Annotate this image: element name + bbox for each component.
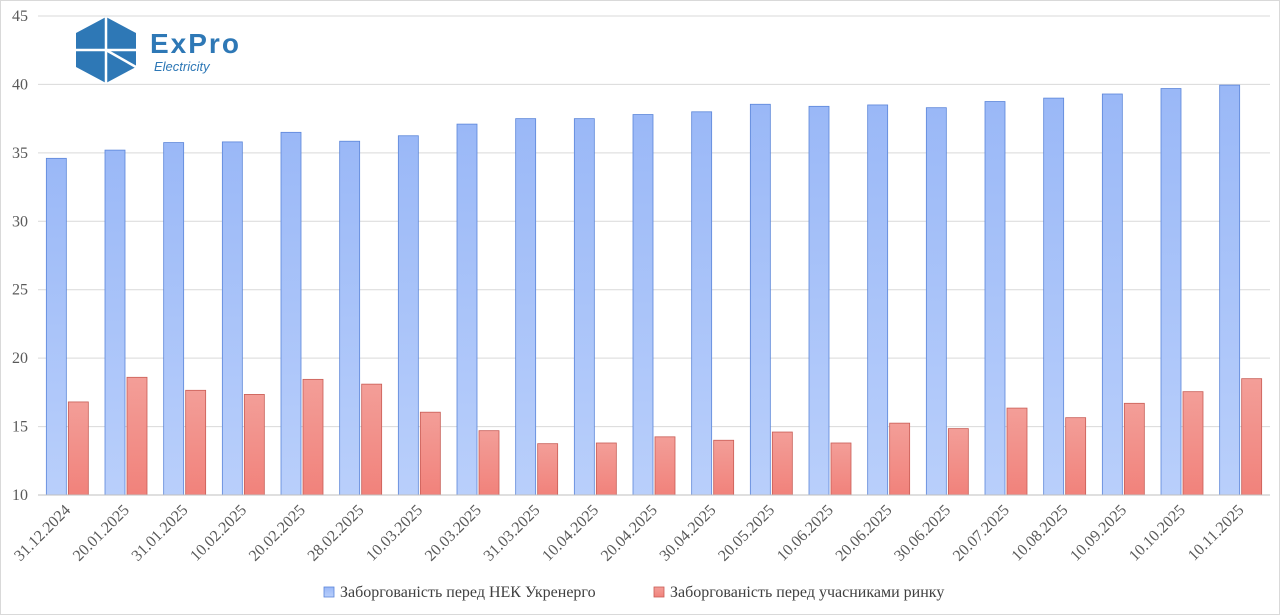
bar-market bbox=[889, 422, 911, 496]
bar-market bbox=[67, 401, 89, 496]
bar-ukrenergo bbox=[104, 149, 126, 496]
logo-cube-icon bbox=[76, 17, 137, 83]
bar-ukrenergo bbox=[515, 118, 537, 496]
legend-label-ukrenergo: Заборгованість перед НЕК Укренерго bbox=[340, 584, 596, 601]
bar-ukrenergo bbox=[749, 103, 771, 496]
legend-swatch-ukrenergo bbox=[323, 586, 335, 598]
bar-market bbox=[1123, 402, 1145, 496]
bar-ukrenergo bbox=[45, 157, 67, 496]
legend: Заборгованість перед НЕК Укренерго Заборг… bbox=[323, 584, 944, 601]
bar-market bbox=[537, 443, 559, 496]
bar-ukrenergo bbox=[573, 118, 595, 496]
y-tick-label: 15 bbox=[12, 419, 28, 436]
y-tick-label: 25 bbox=[12, 282, 28, 299]
y-tick-label: 35 bbox=[12, 145, 28, 162]
bar-ukrenergo bbox=[925, 107, 947, 496]
bars bbox=[45, 84, 1263, 496]
bar-ukrenergo bbox=[691, 111, 713, 496]
y-tick-label: 30 bbox=[12, 213, 28, 230]
bar-ukrenergo bbox=[808, 105, 830, 496]
bar-ukrenergo bbox=[163, 142, 185, 496]
bar-market bbox=[595, 442, 617, 496]
bar-ukrenergo bbox=[456, 123, 478, 496]
bar-market bbox=[713, 439, 735, 496]
logo-brand: ExPro bbox=[150, 28, 241, 59]
bar-market bbox=[302, 378, 324, 496]
bar-market bbox=[1006, 407, 1028, 496]
bar-ukrenergo bbox=[984, 101, 1006, 496]
bar-market bbox=[771, 431, 793, 496]
legend-swatch-market bbox=[653, 586, 665, 598]
y-tick-label: 10 bbox=[12, 487, 28, 504]
bar-ukrenergo bbox=[1219, 84, 1241, 496]
bar-market bbox=[419, 411, 441, 496]
bar-ukrenergo bbox=[221, 141, 243, 496]
bar-ukrenergo bbox=[397, 135, 419, 496]
bar-market bbox=[654, 436, 676, 496]
bar-market bbox=[1241, 378, 1263, 496]
bar-market bbox=[185, 389, 207, 496]
bar-ukrenergo bbox=[1101, 93, 1123, 496]
bar-ukrenergo bbox=[280, 131, 302, 496]
bar-market bbox=[1065, 417, 1087, 496]
bar-ukrenergo bbox=[632, 114, 654, 496]
bar-ukrenergo bbox=[1043, 97, 1065, 496]
y-tick-label: 45 bbox=[12, 8, 28, 25]
bar-market bbox=[126, 376, 148, 496]
bar-ukrenergo bbox=[1160, 88, 1182, 496]
expro-logo: ExPro Electricity bbox=[76, 17, 241, 83]
bar-market bbox=[1182, 391, 1204, 496]
bar-market bbox=[361, 383, 383, 496]
y-tick-label: 20 bbox=[12, 350, 28, 367]
logo-subtitle: Electricity bbox=[154, 59, 211, 74]
bar-market bbox=[830, 442, 852, 496]
bar-ukrenergo bbox=[339, 140, 361, 496]
y-tick-label: 40 bbox=[12, 76, 28, 93]
bar-market bbox=[947, 428, 969, 496]
legend-label-market: Заборгованість перед учасниками ринку bbox=[670, 584, 944, 601]
bar-market bbox=[478, 430, 500, 496]
bar-ukrenergo bbox=[867, 104, 889, 496]
bar-market bbox=[243, 394, 265, 496]
